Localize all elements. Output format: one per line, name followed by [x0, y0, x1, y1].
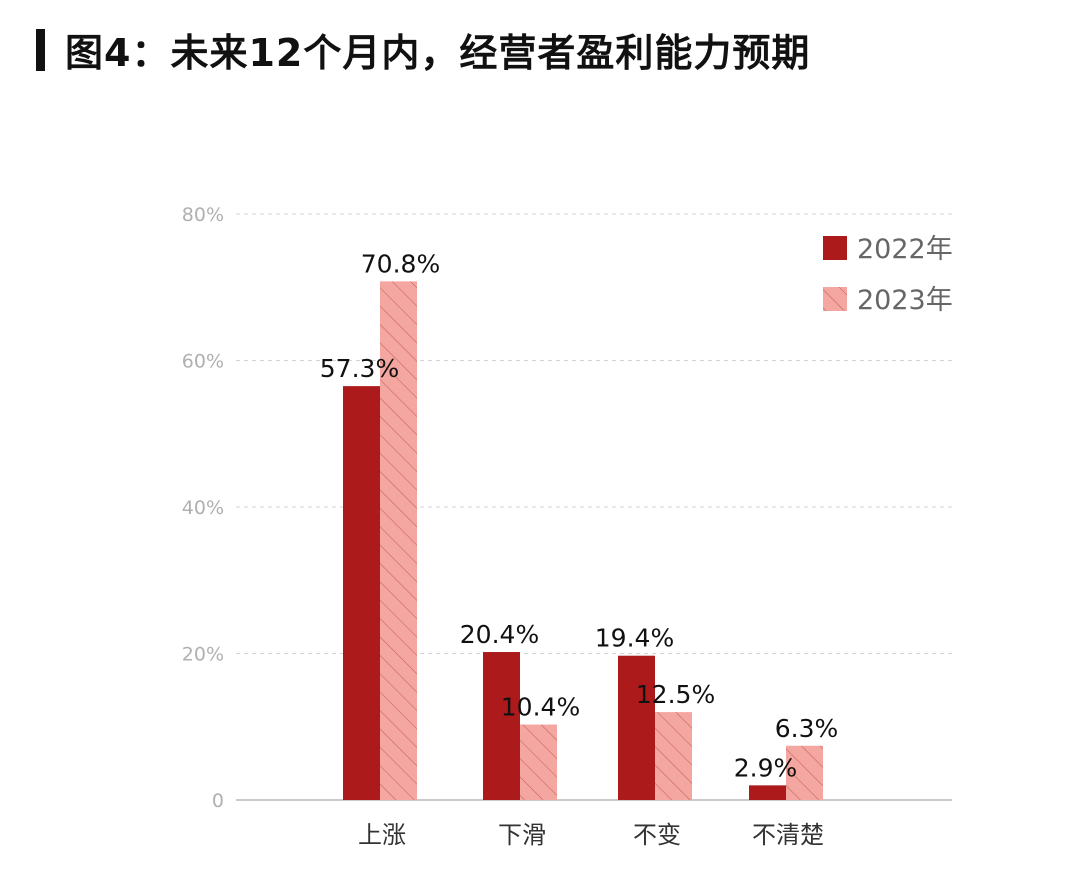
bar-2023	[520, 724, 557, 800]
data-label: 10.4%	[501, 693, 580, 722]
data-label: 6.3%	[775, 714, 839, 743]
bar-2022	[483, 652, 520, 800]
bar-2022	[749, 785, 786, 800]
title-accent-bar	[36, 28, 45, 71]
legend-swatch-2022	[823, 236, 847, 260]
y-tick-label: 60%	[182, 351, 224, 373]
x-category-label: 上涨	[358, 821, 406, 849]
bar-2023	[786, 745, 823, 800]
legend-label-2022: 2022年	[857, 234, 953, 265]
legend-label-2023: 2023年	[857, 285, 953, 316]
y-tick-label: 80%	[182, 204, 224, 226]
y-tick-label: 40%	[182, 497, 224, 519]
data-label: 20.4%	[460, 620, 539, 649]
legend-swatch-2023	[823, 287, 847, 311]
bar-2022	[618, 655, 655, 800]
bar-2023	[380, 281, 417, 800]
bar-2023	[655, 712, 692, 800]
data-label: 19.4%	[595, 624, 674, 653]
y-tick-label: 0	[212, 790, 224, 812]
y-tick-label: 20%	[182, 644, 224, 666]
chart-title: 图4：未来12个月内，经营者盈利能力预期	[65, 31, 811, 75]
data-label: 12.5%	[636, 680, 715, 709]
x-category-label: 下滑	[498, 821, 546, 849]
bar-2022	[343, 386, 380, 800]
data-label: 2.9%	[734, 753, 798, 782]
data-label: 57.3%	[320, 354, 399, 383]
data-label: 70.8%	[361, 249, 440, 278]
x-category-label: 不清楚	[752, 821, 824, 849]
chart-title-block: 图4：未来12个月内，经营者盈利能力预期	[36, 22, 810, 77]
x-category-label: 不变	[633, 821, 681, 849]
